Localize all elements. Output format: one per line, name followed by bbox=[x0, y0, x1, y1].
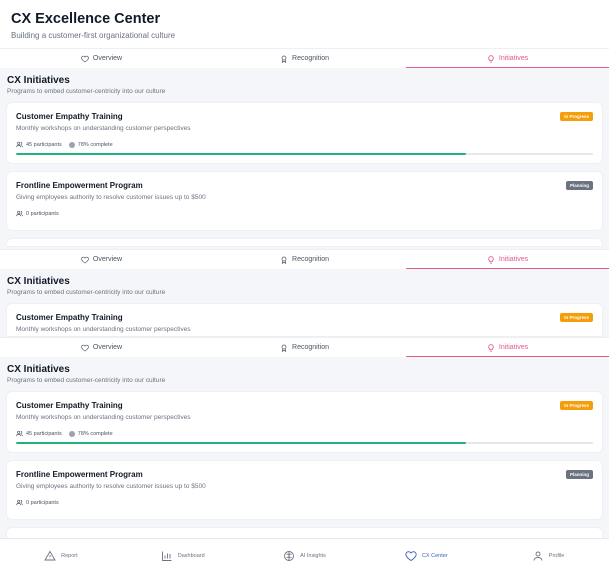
initiative-card[interactable]: Customer Empathy Training In Progress Mo… bbox=[7, 103, 602, 163]
progress-fill bbox=[16, 153, 467, 155]
tab-overview[interactable]: Overview bbox=[0, 338, 203, 357]
progress-bar bbox=[16, 153, 593, 155]
initiative-card[interactable]: Customer Empathy Training In Progress Mo… bbox=[7, 392, 602, 452]
tab-label: Recognition bbox=[292, 256, 329, 263]
status-badge: Planning bbox=[566, 470, 593, 479]
initiative-card-partial bbox=[7, 528, 602, 538]
status-badge: In Progress bbox=[560, 313, 593, 322]
nav-cx-center[interactable]: CX Center bbox=[365, 539, 487, 573]
status-badge: In Progress bbox=[560, 401, 593, 410]
initiative-title: Customer Empathy Training bbox=[16, 313, 123, 322]
initiative-description: Giving employees authority to resolve cu… bbox=[16, 194, 206, 201]
participants-count: 0 participants bbox=[26, 210, 59, 217]
initiative-card[interactable]: Frontline Empowerment Program Planning G… bbox=[7, 461, 602, 519]
heart-icon bbox=[81, 344, 89, 351]
award-icon bbox=[281, 55, 287, 63]
initiative-description: Monthly workshops on understanding custo… bbox=[16, 326, 191, 333]
tab-recognition[interactable]: Recognition bbox=[203, 49, 406, 68]
lightbulb-icon bbox=[488, 54, 494, 63]
section-subtitle: Programs to embed customer-centricity in… bbox=[7, 377, 166, 384]
lightbulb-icon bbox=[488, 343, 494, 352]
clock-icon bbox=[68, 141, 75, 148]
bottom-nav: Report Dashboard AI Insights CX Center P… bbox=[0, 538, 609, 573]
tab-label: Initiatives bbox=[498, 344, 529, 351]
bar-chart-icon bbox=[161, 551, 172, 561]
nav-profile[interactable]: Profile bbox=[487, 539, 609, 573]
tab-label: Initiatives bbox=[498, 256, 529, 263]
tab-bar: Overview Recognition Initiatives bbox=[0, 337, 609, 357]
completion-text: 78% complete bbox=[77, 141, 113, 148]
tab-recognition[interactable]: Recognition bbox=[203, 338, 406, 357]
tab-overview[interactable]: Overview bbox=[0, 49, 203, 68]
initiative-card[interactable]: Customer Empathy Training In Progress Mo… bbox=[7, 304, 602, 336]
initiative-title: Frontline Empowerment Program bbox=[16, 470, 143, 479]
users-icon bbox=[16, 210, 23, 217]
nav-report[interactable]: Report bbox=[0, 539, 122, 573]
heart-icon bbox=[405, 551, 417, 562]
completion-text: 78% complete bbox=[77, 430, 113, 437]
page-title: CX Excellence Center bbox=[11, 11, 161, 27]
section-title: CX Initiatives bbox=[7, 75, 70, 86]
section-title: CX Initiatives bbox=[7, 364, 70, 375]
nav-label: Report bbox=[61, 553, 78, 559]
initiative-description: Giving employees authority to resolve cu… bbox=[16, 483, 206, 490]
tab-label: Overview bbox=[92, 344, 123, 351]
users-icon bbox=[16, 141, 23, 148]
progress-bar bbox=[16, 442, 593, 444]
tab-initiatives[interactable]: Initiatives bbox=[406, 250, 609, 269]
initiative-meta: 0 participants bbox=[16, 210, 59, 217]
page-subtitle: Building a customer-first organizational… bbox=[11, 31, 176, 40]
status-badge: Planning bbox=[566, 181, 593, 190]
page-header: CX Excellence Center Building a customer… bbox=[0, 0, 609, 48]
initiative-title: Frontline Empowerment Program bbox=[16, 181, 143, 190]
tab-overview[interactable]: Overview bbox=[0, 250, 203, 269]
section-subtitle: Programs to embed customer-centricity in… bbox=[7, 289, 166, 296]
tab-recognition[interactable]: Recognition bbox=[203, 250, 406, 269]
initiative-title: Customer Empathy Training bbox=[16, 112, 123, 121]
section-title: CX Initiatives bbox=[7, 276, 70, 287]
heart-icon bbox=[81, 256, 89, 263]
tab-initiatives[interactable]: Initiatives bbox=[406, 49, 609, 68]
initiative-meta: 0 participants bbox=[16, 499, 59, 506]
initiative-description: Monthly workshops on understanding custo… bbox=[16, 414, 191, 421]
status-badge: In Progress bbox=[560, 112, 593, 121]
brain-icon bbox=[284, 551, 295, 561]
nav-label: CX Center bbox=[421, 553, 448, 559]
section-subtitle: Programs to embed customer-centricity in… bbox=[7, 88, 166, 95]
tab-label: Overview bbox=[92, 256, 123, 263]
nav-label: Profile bbox=[548, 553, 565, 559]
tab-label: Overview bbox=[92, 55, 123, 62]
tab-label: Initiatives bbox=[498, 55, 529, 62]
tab-label: Recognition bbox=[292, 344, 329, 351]
lightbulb-icon bbox=[488, 255, 494, 264]
initiative-description: Monthly workshops on understanding custo… bbox=[16, 125, 191, 132]
tab-label: Recognition bbox=[292, 55, 329, 62]
participants-count: 45 participants bbox=[26, 430, 62, 437]
participants-count: 45 participants bbox=[26, 141, 62, 148]
nav-ai-insights[interactable]: AI Insights bbox=[244, 539, 366, 573]
initiative-meta: 45 participants 78% complete bbox=[16, 430, 113, 437]
award-icon bbox=[281, 344, 287, 352]
participants-count: 0 participants bbox=[26, 499, 59, 506]
award-icon bbox=[281, 256, 287, 264]
tab-bar: Overview Recognition Initiatives bbox=[0, 48, 609, 68]
initiative-card[interactable]: Frontline Empowerment Program Planning G… bbox=[7, 172, 602, 230]
clock-icon bbox=[68, 430, 75, 437]
nav-label: Dashboard bbox=[177, 553, 205, 559]
initiative-card-partial bbox=[7, 239, 602, 246]
users-icon bbox=[16, 430, 23, 437]
tab-bar: Overview Recognition Initiatives bbox=[0, 249, 609, 269]
progress-fill bbox=[16, 442, 467, 444]
nav-label: AI Insights bbox=[300, 553, 326, 559]
heart-icon bbox=[81, 55, 89, 62]
user-icon bbox=[533, 551, 543, 561]
tab-initiatives[interactable]: Initiatives bbox=[406, 338, 609, 357]
initiative-meta: 45 participants 78% complete bbox=[16, 141, 113, 148]
initiative-title: Customer Empathy Training bbox=[16, 401, 123, 410]
alert-triangle-icon bbox=[44, 550, 56, 561]
nav-dashboard[interactable]: Dashboard bbox=[122, 539, 244, 573]
users-icon bbox=[16, 499, 23, 506]
